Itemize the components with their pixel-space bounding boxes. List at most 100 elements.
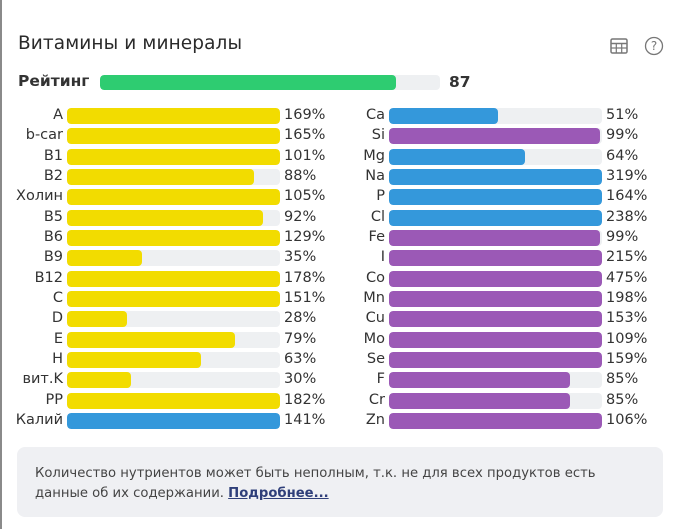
nutrient-value: 99% bbox=[606, 127, 639, 144]
more-info-link[interactable]: Подробнее... bbox=[228, 486, 329, 501]
nutrient-label: Калий bbox=[15, 411, 63, 428]
nutrient-label: Ca bbox=[365, 107, 385, 123]
nutrient-label: Mn bbox=[363, 289, 385, 306]
nutrient-label: B9 bbox=[43, 249, 63, 266]
nutrient-bar-fill bbox=[67, 392, 280, 409]
nutrient-label: Cu bbox=[365, 310, 385, 327]
nutrient-bar-fill bbox=[67, 229, 280, 246]
nutrient-label: Mg bbox=[363, 147, 385, 164]
nutrient-value: 151% bbox=[284, 289, 326, 306]
nutrient-bar bbox=[67, 209, 280, 226]
nutrient-bar-fill bbox=[389, 270, 602, 287]
rating-value: 87 bbox=[449, 73, 471, 91]
nutrient-bar bbox=[389, 108, 602, 124]
nutrient-label: Se bbox=[366, 350, 385, 367]
nutrient-bar bbox=[389, 229, 602, 246]
nutrient-bar bbox=[67, 392, 280, 409]
nutrient-value: 129% bbox=[284, 228, 326, 245]
nutrient-bar bbox=[389, 168, 602, 185]
nutrient-label-box: Калий bbox=[0, 411, 63, 431]
nutrient-label: I bbox=[380, 249, 385, 266]
nutrient-label: F bbox=[376, 371, 385, 388]
nutrient-label-box: B12 bbox=[0, 269, 63, 289]
nutrient-label-box: B6 bbox=[0, 228, 63, 248]
nutrient-bar bbox=[67, 372, 280, 389]
nutrient-label-box: Mo bbox=[330, 330, 385, 350]
nutrient-bar bbox=[67, 290, 280, 307]
nutrient-label-box: Si bbox=[330, 126, 385, 146]
nutrient-label: B6 bbox=[43, 228, 63, 245]
nutrient-value: 35% bbox=[284, 249, 317, 266]
nutrient-bar bbox=[389, 148, 602, 165]
nutrient-bar-fill bbox=[67, 412, 280, 429]
nutrient-label-box: Co bbox=[330, 269, 385, 289]
nutrient-bar-fill bbox=[67, 250, 142, 267]
nutrient-bar-fill bbox=[389, 392, 571, 409]
nutrient-value: 169% bbox=[284, 107, 326, 123]
nutrient-value: 64% bbox=[606, 147, 639, 164]
nutrient-label-box: H bbox=[0, 350, 63, 370]
nutrient-label: Co bbox=[366, 269, 385, 286]
nutrient-bar bbox=[389, 331, 602, 348]
nutrient-value: 215% bbox=[606, 249, 648, 266]
nutrient-label-box: Zn bbox=[330, 411, 385, 431]
rating-bar bbox=[100, 75, 440, 90]
nutrient-label: C bbox=[52, 289, 63, 306]
nutrient-bar bbox=[67, 412, 280, 429]
nutrient-label-box: Ca bbox=[330, 106, 385, 126]
nutrient-bar-fill bbox=[389, 290, 602, 307]
nutrient-bar bbox=[67, 229, 280, 246]
nutrient-label-box: D bbox=[0, 309, 63, 329]
nutrient-value: 165% bbox=[284, 127, 326, 144]
nutrient-bar-fill bbox=[67, 351, 202, 368]
nutrient-bar bbox=[389, 290, 602, 307]
nutrient-label: Mo bbox=[363, 330, 385, 347]
nutrient-label-box: E bbox=[0, 330, 63, 350]
nutrient-bar-fill bbox=[389, 351, 602, 368]
nutrient-bar bbox=[67, 168, 280, 185]
nutrient-label-box: C bbox=[0, 289, 63, 309]
nutrient-value: 164% bbox=[606, 188, 648, 205]
nutrient-label-box: Na bbox=[330, 167, 385, 187]
help-circle-icon: ? bbox=[644, 36, 664, 56]
nutrient-bar-fill bbox=[67, 372, 131, 389]
nutrient-label-box: A bbox=[0, 106, 63, 126]
nutrient-value: 109% bbox=[606, 330, 648, 347]
nutrient-bar-fill bbox=[389, 209, 602, 226]
nutrient-bar-fill bbox=[67, 108, 280, 124]
nutrient-value: 182% bbox=[284, 391, 326, 408]
nutrient-label: E bbox=[53, 330, 63, 347]
table-icon bbox=[610, 38, 628, 54]
nutrient-bar-fill bbox=[67, 270, 280, 287]
help-button[interactable]: ? bbox=[644, 36, 664, 56]
nutrient-bar-fill bbox=[67, 311, 127, 328]
nutrient-bar bbox=[67, 351, 280, 368]
nutrient-label: Zn bbox=[365, 411, 385, 428]
nutrient-bar-fill bbox=[389, 311, 602, 328]
nutrient-bar bbox=[67, 148, 280, 165]
nutrient-bar bbox=[67, 108, 280, 124]
nutrient-label-box: Mg bbox=[330, 147, 385, 167]
nutrient-label: H bbox=[52, 350, 63, 367]
nutrient-value: 198% bbox=[606, 289, 648, 306]
nutrient-label: B2 bbox=[43, 167, 63, 184]
nutrient-value: 28% bbox=[284, 310, 317, 327]
nutrient-value: 85% bbox=[606, 391, 639, 408]
nutrient-label: B1 bbox=[43, 147, 63, 164]
nutrient-bar-fill bbox=[389, 331, 602, 348]
rating-bar-fill bbox=[100, 75, 396, 90]
nutrient-bar bbox=[389, 311, 602, 328]
nutrient-label: A bbox=[53, 107, 63, 123]
nutrient-bar bbox=[389, 392, 602, 409]
nutrient-bar bbox=[389, 412, 602, 429]
nutrient-value: 178% bbox=[284, 269, 326, 286]
table-view-button[interactable] bbox=[609, 36, 629, 56]
nutrient-bar bbox=[389, 351, 602, 368]
nutrient-value: 105% bbox=[284, 188, 326, 205]
nutrient-label: P bbox=[376, 188, 385, 205]
nutrient-bar bbox=[67, 250, 280, 267]
nutrient-label-box: b-car bbox=[0, 126, 63, 146]
nutrient-bar bbox=[389, 128, 602, 145]
nutrient-bar-fill bbox=[389, 168, 602, 185]
nutrient-value: 85% bbox=[606, 371, 639, 388]
